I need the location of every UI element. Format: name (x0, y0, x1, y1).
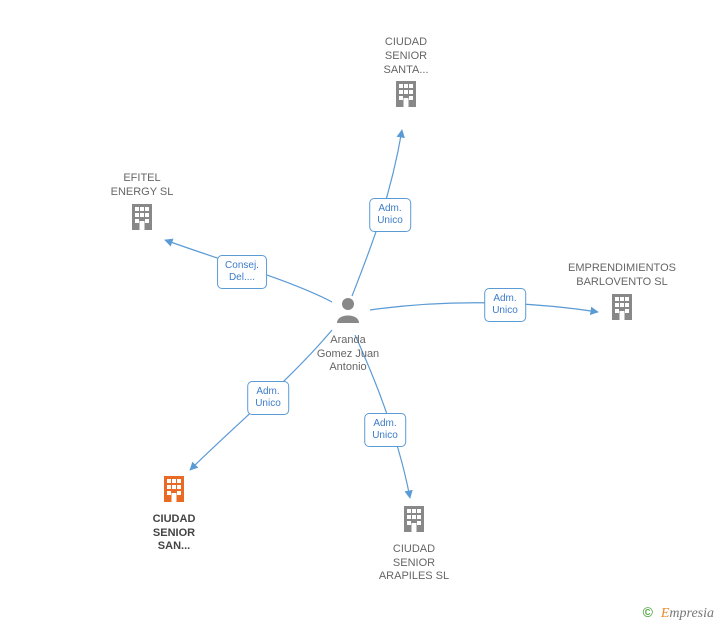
node-n_bl[interactable]: CIUDADSENIORSAN... (104, 472, 244, 554)
edge-label-n_bl: Adm.Unico (247, 381, 289, 415)
node-label: EMPRENDIMIENTOSBARLOVENTO SL (552, 262, 692, 290)
building-icon (158, 472, 190, 509)
building-icon (390, 77, 422, 114)
edge-label-n_right: Adm.Unico (484, 288, 526, 322)
node-label: CIUDADSENIORSAN... (104, 513, 244, 554)
edge-label-n_left: Consej.Del.... (217, 255, 267, 289)
node-n_right[interactable]: EMPRENDIMIENTOSBARLOVENTO SL (552, 258, 692, 326)
node-label: ArandaGomez JuanAntonio (278, 334, 418, 375)
edge-label-n_br: Adm.Unico (364, 413, 406, 447)
brand-rest: mpresia (669, 606, 714, 621)
node-label: CIUDADSENIORSANTA... (336, 36, 476, 77)
node-n_br[interactable]: CIUDADSENIORARAPILES SL (344, 502, 484, 584)
node-n_left[interactable]: EFITELENERGY SL (72, 168, 212, 236)
node-n_top[interactable]: CIUDADSENIORSANTA... (336, 32, 476, 114)
node-label: CIUDADSENIORARAPILES SL (344, 543, 484, 584)
center-node[interactable]: ArandaGomez JuanAntonio (278, 295, 418, 375)
diagram-canvas: Adm.Unico Consej.Del.... Adm.Unico Adm.Unic… (0, 0, 728, 630)
building-icon (126, 200, 158, 237)
node-label: EFITELENERGY SL (72, 172, 212, 200)
person-icon (333, 295, 363, 330)
building-icon (606, 290, 638, 327)
copyright-symbol: © (643, 604, 653, 620)
watermark: © Empresia (643, 604, 714, 622)
edge-label-n_top: Adm.Unico (369, 198, 411, 232)
building-icon (398, 502, 430, 539)
